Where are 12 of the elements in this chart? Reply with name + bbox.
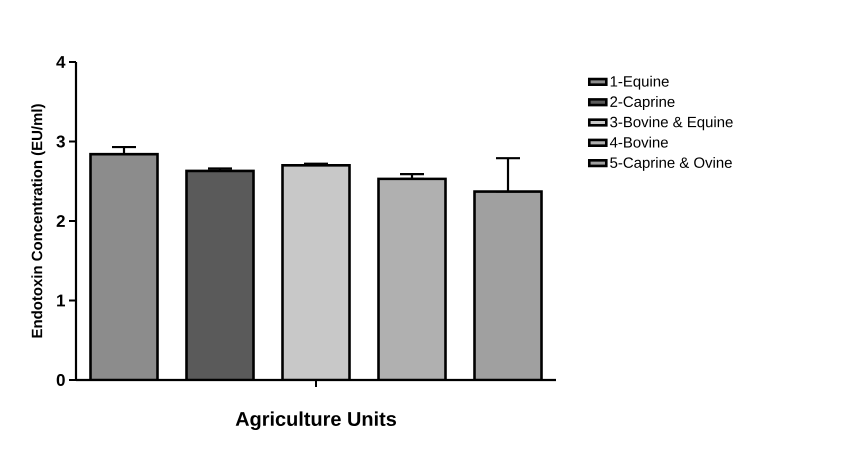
y-tick-label: 2 [56,215,65,227]
x-axis-title: Agriculture Units [236,411,396,430]
y-tick-label: 1 [57,294,66,306]
legend-label: 5-Caprine & Ovine [610,156,732,171]
y-tick-label: 3 [56,135,65,148]
y-tick-label: 0 [56,374,65,386]
y-axis-title: Endotoxin Concentration (EU/ml) [31,104,46,338]
legend-label: 2-Caprine [610,96,675,110]
y-tick-label: 4 [56,56,66,68]
legend-label: 1-Equine [610,76,669,90]
legend-label: 4-Bovine [610,136,668,148]
legend-label: 3-Bovine & Equine [610,116,733,130]
